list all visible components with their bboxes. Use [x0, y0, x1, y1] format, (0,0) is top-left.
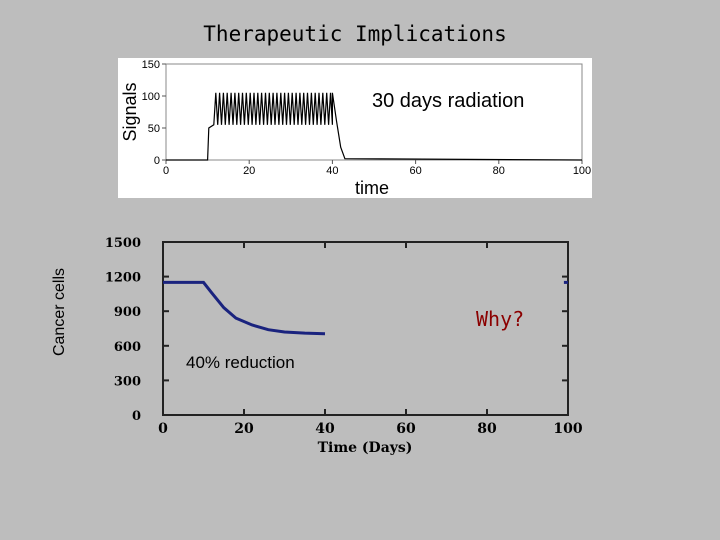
cancer-series-line-0: [163, 280, 326, 336]
signals-ytick-label: 100: [142, 91, 160, 103]
signals-xtick-label: 20: [243, 165, 255, 177]
signals-plot-frame: [165, 63, 583, 161]
signals-ytick-label: 0: [154, 155, 160, 167]
cancer-xtick-label: 40: [315, 421, 335, 437]
radiation-annotation: 30 days radiation: [372, 90, 525, 112]
cancer-chart-panel: 0 300 600 900 1200 1500 0 20 40 60 80 100 Time (Da…: [88, 230, 608, 465]
signals-xtick-label: 60: [409, 165, 421, 177]
cancer-ytick-label: 1200: [105, 271, 141, 286]
signals-chart-panel: 0 50 100 150 0 20 40 60 80 100 Signals time: [118, 58, 592, 198]
signals-ylabel: Signals: [120, 82, 140, 141]
cancer-xtick-label: 80: [477, 421, 497, 437]
signals-chart: 0 50 100 150 0 20 40 60 80 100 Signals time: [120, 59, 591, 198]
cancer-plot-frame: [162, 241, 569, 416]
signals-series-line: [166, 92, 583, 161]
cancer-xlabel: Time (Days): [318, 440, 413, 456]
cancer-xtick-label: 60: [396, 421, 416, 437]
why-annotation: Why?: [476, 307, 525, 331]
cancer-ytick-label: 900: [114, 305, 141, 320]
cancer-chart: 0 300 600 900 1200 1500 0 20 40 60 80 100 Time (Da…: [105, 236, 583, 456]
cancer-xtick-label: 0: [158, 421, 168, 437]
signals-xtick-label: 0: [163, 165, 169, 177]
cancer-ytick-label: 0: [132, 409, 141, 424]
signals-xtick-label: 80: [493, 165, 505, 177]
signals-xtick-label: 100: [573, 165, 591, 177]
cancer-xtick-label: 20: [234, 421, 254, 437]
cancer-ytick-label: 300: [114, 374, 141, 389]
signals-ytick-label: 150: [142, 59, 160, 71]
cancer-xtick-label: 100: [553, 421, 582, 437]
slide-title: Therapeutic Implications: [203, 22, 507, 46]
signals-xlabel: time: [355, 178, 389, 198]
cancer-ytick-label: 600: [114, 340, 141, 355]
signals-xtick-label: 40: [326, 165, 338, 177]
reduction-annotation: 40% reduction: [186, 353, 295, 372]
cancer-ylabel: Cancer cells: [51, 267, 68, 357]
signals-ytick-label: 50: [148, 123, 160, 135]
cancer-ytick-label: 1500: [105, 236, 141, 251]
